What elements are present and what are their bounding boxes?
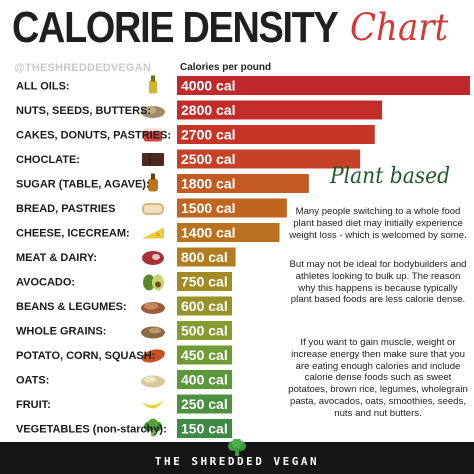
- oil-bottle-icon: [149, 75, 157, 94]
- icons-layer: [141, 75, 165, 437]
- bar-7: [177, 247, 236, 267]
- sweet-potato-icon: [141, 349, 165, 363]
- bar-3: [177, 149, 361, 169]
- bar-8: [177, 272, 232, 291]
- panel-paragraph-3: If you want to gain muscle, weight or in…: [288, 337, 468, 419]
- bar-value-label-14: 150 cal: [181, 421, 228, 437]
- category-label-7: MEAT & DAIRY:: [16, 252, 97, 264]
- syrup-bottle-icon: [148, 173, 158, 192]
- broccoli-logo-icon: [228, 439, 246, 456]
- bar-value-label-13: 250 cal: [181, 396, 228, 412]
- bar-value-label-2: 2700 cal: [181, 127, 236, 143]
- page-title-script: Chart: [350, 6, 449, 49]
- category-label-3: CHOCLATE:: [16, 154, 80, 166]
- meat-icon: [142, 251, 164, 265]
- grains-icon: [141, 326, 165, 339]
- bar-5: [177, 198, 287, 218]
- bar-value-label-1: 2800 cal: [181, 102, 236, 118]
- bar-value-label-6: 1400 cal: [181, 225, 236, 241]
- category-label-10: WHOLE GRAINS:: [16, 326, 106, 338]
- footer-brand-text: THE SHREDDED VEGAN: [154, 455, 320, 468]
- avocado-icon: [143, 274, 164, 291]
- bar-13: [177, 394, 232, 414]
- beans-icon: [141, 302, 165, 314]
- bar-6: [177, 223, 280, 242]
- page-title: CALORIE DENSITY: [12, 3, 339, 52]
- panel-paragraph-1: Many people switching to a whole food pl…: [289, 206, 467, 241]
- oats-icon: [141, 375, 165, 388]
- bars-layer: [177, 76, 470, 438]
- category-label-5: BREAD, PASTRIES: [16, 203, 115, 215]
- bar-1: [177, 100, 383, 120]
- bar-value-label-0: 4000 cal: [181, 78, 236, 94]
- bar-10: [177, 321, 232, 340]
- category-label-6: CHEESE, ICECREAM:: [16, 228, 130, 240]
- labels-layer: 4000 cal ALL OILS: 2800 cal NUTS, SEEDS, BU…: [16, 78, 236, 437]
- bar-0: [177, 76, 470, 95]
- panel-title: Plant based: [330, 164, 451, 189]
- bar-value-label-4: 1800 cal: [181, 176, 236, 192]
- calorie-chart: 4000 cal ALL OILS: 2800 cal NUTS, SEEDS, BU…: [16, 75, 470, 438]
- social-handle: @THESHREDDEDVEGAN: [14, 62, 151, 74]
- bar-4: [177, 174, 309, 193]
- category-label-2: CAKES, DONUTS, PASTRIES:: [16, 130, 171, 142]
- nuts-icon: [141, 106, 165, 118]
- category-label-12: OATS:: [16, 375, 49, 387]
- bar-14: [177, 419, 232, 438]
- category-label-11: POTATO, CORN, SQUASH:: [16, 350, 155, 362]
- bar-11: [177, 345, 232, 365]
- bar-value-label-11: 450 cal: [181, 347, 228, 363]
- panel-paragraph-2: But may not be ideal for bodybuilders an…: [289, 259, 467, 306]
- bar-value-label-7: 800 cal: [181, 249, 228, 265]
- category-label-4: SUGAR (TABLE, AGAVE):: [16, 179, 150, 191]
- category-label-9: BEANS & LEGUMES:: [16, 301, 127, 313]
- category-label-1: NUTS, SEEDS, BUTTERS:: [16, 105, 151, 117]
- bar-12: [177, 370, 232, 389]
- category-label-13: FRUIT:: [16, 399, 51, 411]
- category-label-14: VEGETABLES (non-starchy):: [16, 424, 167, 436]
- cheese-icon: [142, 227, 164, 239]
- bar-value-label-10: 500 cal: [181, 323, 228, 339]
- bar-2: [177, 125, 375, 144]
- banana-icon: [142, 400, 164, 409]
- bar-value-label-3: 2500 cal: [181, 151, 236, 167]
- bar-value-label-5: 1500 cal: [181, 200, 236, 216]
- bar-value-label-8: 750 cal: [181, 274, 228, 290]
- bread-icon: [142, 203, 164, 215]
- bar-value-label-9: 600 cal: [181, 298, 228, 314]
- chocolate-icon: [142, 153, 164, 166]
- bar-value-label-12: 400 cal: [181, 372, 228, 388]
- category-label-0: ALL OILS:: [16, 81, 70, 93]
- category-label-8: AVOCADO:: [16, 277, 75, 289]
- cake-icon: [144, 128, 162, 142]
- axis-unit-label: Calories per pound: [180, 62, 272, 73]
- broccoli-icon: [144, 418, 162, 437]
- bar-9: [177, 296, 232, 316]
